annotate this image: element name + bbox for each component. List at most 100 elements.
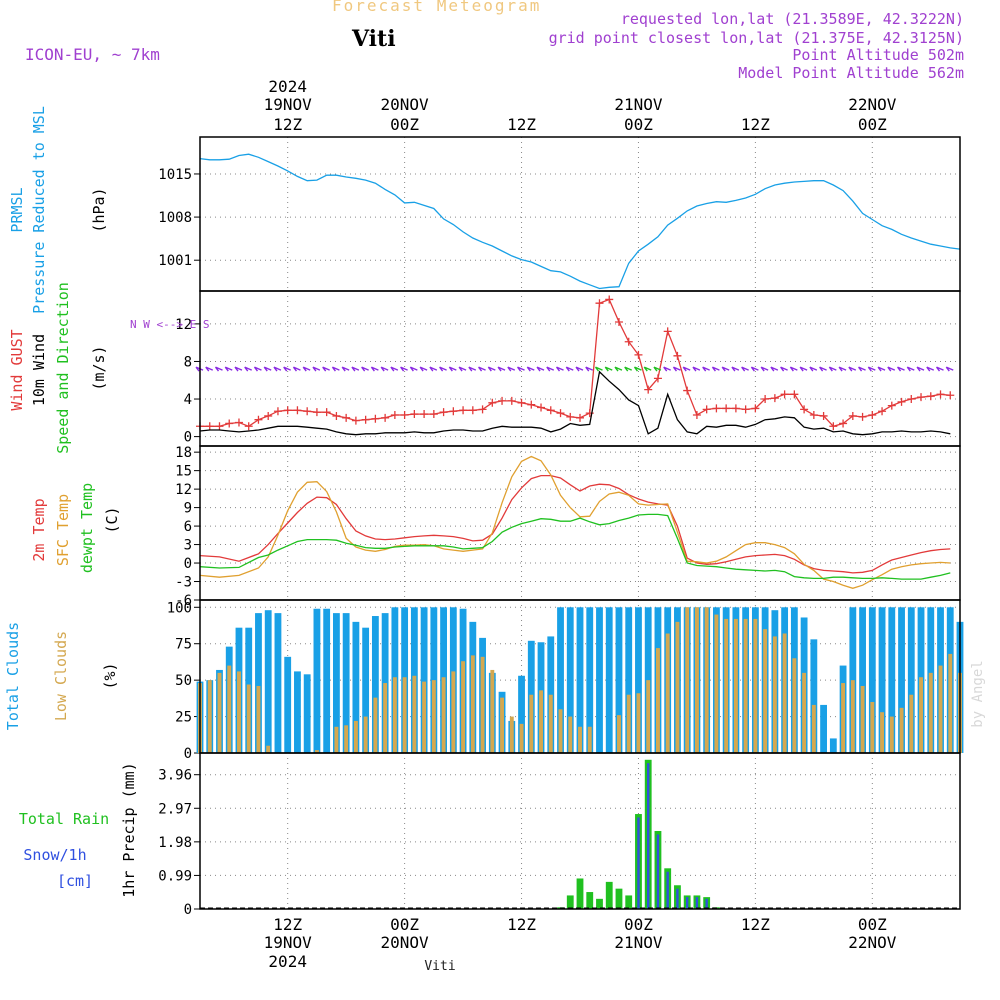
y-tick-label: 0.99 [158,868,192,884]
bar-low-clouds [412,675,417,753]
wind-direction-arrow [653,366,662,372]
wind-direction-arrow [507,366,516,372]
y-label-hpa: (hPa) [90,187,108,232]
footer-location: Viti [424,959,455,974]
gust-marker [770,394,779,403]
series-line-10m-wind [199,370,951,436]
gust-marker [566,412,575,421]
gust-marker [848,411,857,420]
bar-rain [586,892,594,909]
y-tick-label: 25 [175,710,192,726]
gust-marker [556,409,565,418]
gust-marker [897,397,906,406]
wind-direction-arrow [945,366,954,372]
bar-total-clouds [615,607,623,753]
gust-marker [907,395,916,404]
bottom-day-label: 20NOV [381,933,430,952]
y-label-dir: Speed and Direction [54,282,72,454]
gust-marker [449,407,458,416]
bar-total-clouds [586,607,594,753]
gust-marker [400,411,409,419]
bar-low-clouds [363,716,368,753]
wind-direction-arrow [926,366,935,372]
wind-direction-arrow [390,366,399,372]
bar-low-clouds [422,681,427,753]
y-tick-label: 3.96 [158,768,192,784]
wind-direction-arrow [312,366,321,372]
gust-marker [459,406,468,415]
bar-total-clouds [635,607,642,753]
bar-snow [666,871,669,909]
y-label-pct: (%) [101,662,119,689]
gust-marker [673,351,682,360]
gust-marker [917,393,926,402]
y-tick-label: 1015 [158,167,192,183]
bar-low-clouds [207,680,212,753]
gust-marker [839,419,848,428]
bar-low-clouds [431,680,436,753]
top-time-label: 00Z [390,115,419,134]
bar-low-clouds [237,671,241,753]
bar-low-clouds [402,677,407,753]
bar-total-clouds [625,607,633,753]
bar-low-clouds [383,683,388,753]
gridpoint-coords: grid point closest lon,lat (21.375E, 42.… [548,29,964,47]
gust-marker [926,392,935,401]
wind-direction-arrow [516,366,525,372]
gust-marker [264,411,273,420]
wind-direction-arrow [448,366,457,372]
requested-coords: requested lon,lat (21.3589E, 42.3222N) [620,10,964,28]
gust-marker [663,327,672,336]
bar-low-clouds [694,607,699,753]
bar-total-clouds [576,607,584,753]
bar-total-clouds [907,607,915,753]
bar-total-clouds [605,607,613,753]
bar-low-clouds [928,672,933,753]
bar-low-clouds [636,693,641,753]
y-label-cm: [cm] [57,872,93,890]
y-label-dewpt: dewpt Temp [78,483,96,573]
bar-snow [647,763,650,909]
bar-total-clouds [333,613,340,753]
y-tick-label: 9 [184,501,192,517]
bottom-time-label: 12Z [273,915,302,934]
gust-marker [225,419,234,428]
y-tick-label: -6 [175,593,192,609]
gust-marker [595,299,604,308]
bar-low-clouds [519,723,524,753]
gust-marker [381,413,390,422]
gust-marker [361,415,370,424]
wind-direction-arrow [361,366,369,372]
wind-direction-arrow [322,366,330,372]
bottom-time-label: 00Z [624,915,653,934]
gust-marker [790,390,799,399]
bar-low-clouds [714,614,719,753]
gust-marker [498,396,507,405]
bar-total-clouds [274,613,282,753]
bar-total-clouds [518,675,525,753]
wind-direction-arrow [848,366,857,372]
panel-frame [199,752,961,910]
gust-marker [761,395,770,404]
bar-low-clouds [880,712,884,753]
gust-marker [741,405,750,414]
wind-direction-arrow [214,366,223,372]
bar-rain [605,881,613,909]
point-altitude: Point Altitude 502m [792,46,964,64]
gust-marker [507,396,516,405]
wind-direction-arrow [478,366,486,372]
bar-low-clouds [772,636,777,753]
gust-marker [946,391,955,400]
bar-total-clouds [596,607,603,753]
gust-marker [644,385,653,394]
gust-marker [731,404,740,413]
bar-low-clouds [792,658,797,753]
bar-low-clouds [490,669,495,753]
bar-total-clouds [420,607,428,753]
bar-total-clouds [820,704,827,753]
gust-marker [751,404,760,413]
top-day-label: 19NOV [264,95,313,114]
gust-marker [234,418,243,427]
bar-total-clouds [859,607,866,753]
